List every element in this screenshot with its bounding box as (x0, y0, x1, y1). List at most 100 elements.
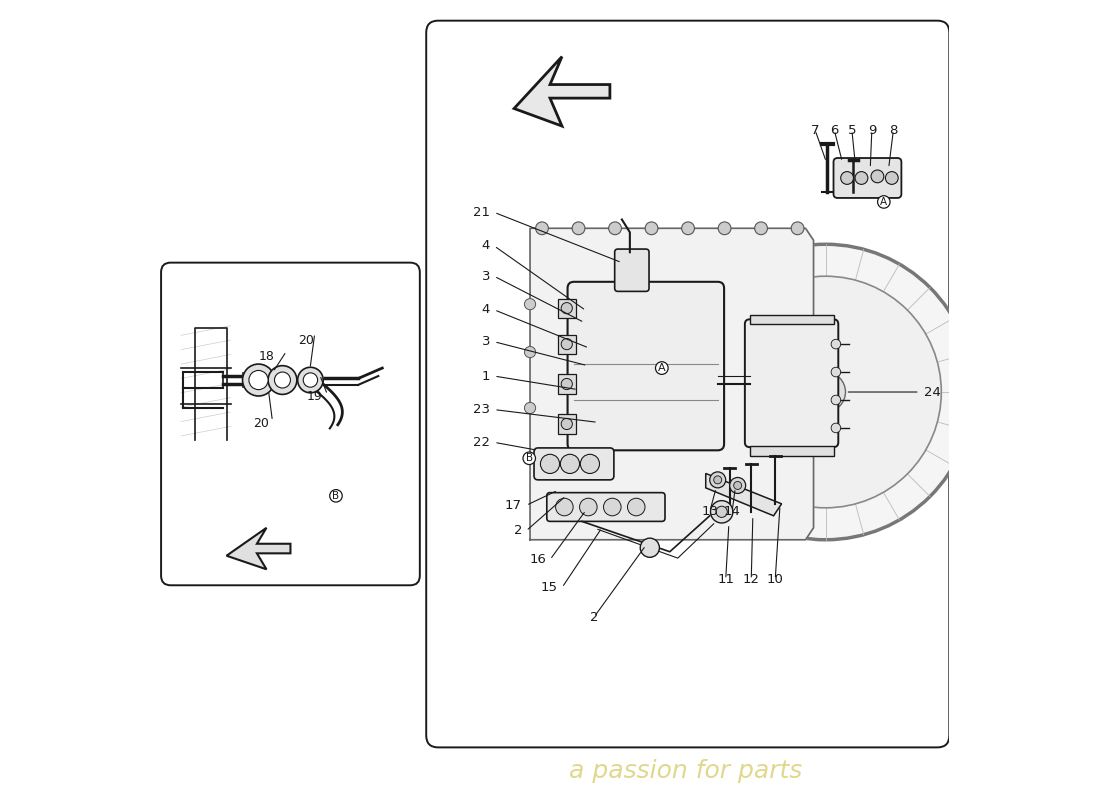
Text: 17: 17 (505, 499, 522, 512)
Circle shape (710, 276, 942, 508)
Text: 2: 2 (514, 525, 522, 538)
Bar (558, 334, 575, 354)
Circle shape (540, 454, 560, 474)
Circle shape (855, 171, 868, 184)
Circle shape (572, 222, 585, 234)
Text: 16: 16 (529, 554, 546, 566)
Text: 20: 20 (298, 334, 315, 346)
Text: 13: 13 (701, 506, 718, 518)
FancyBboxPatch shape (547, 493, 666, 522)
Circle shape (716, 506, 727, 518)
Circle shape (608, 222, 622, 234)
Circle shape (560, 454, 580, 474)
Circle shape (645, 222, 658, 234)
Circle shape (805, 372, 846, 412)
Text: 3: 3 (482, 335, 491, 348)
Text: 4: 4 (482, 239, 491, 252)
Circle shape (729, 478, 746, 494)
Circle shape (556, 498, 573, 516)
Circle shape (886, 171, 899, 184)
Circle shape (604, 498, 622, 516)
Text: 15: 15 (541, 581, 558, 594)
Text: 9: 9 (868, 123, 876, 137)
Polygon shape (530, 228, 814, 540)
Circle shape (561, 378, 572, 390)
Polygon shape (706, 474, 782, 516)
Circle shape (678, 244, 974, 540)
Circle shape (580, 498, 597, 516)
Text: 2: 2 (590, 610, 598, 624)
Circle shape (627, 498, 645, 516)
FancyBboxPatch shape (534, 448, 614, 480)
Text: 19: 19 (307, 390, 322, 402)
FancyBboxPatch shape (615, 249, 649, 291)
Text: 6: 6 (830, 123, 838, 137)
Text: A: A (658, 363, 666, 373)
Circle shape (710, 472, 726, 488)
Polygon shape (227, 528, 290, 570)
Text: 1: 1 (482, 370, 491, 382)
Text: a passion for parts: a passion for parts (548, 438, 807, 466)
Bar (558, 414, 575, 434)
Circle shape (242, 364, 275, 396)
Text: 8: 8 (889, 123, 898, 137)
Circle shape (832, 339, 840, 349)
Circle shape (561, 418, 572, 430)
Circle shape (714, 476, 722, 484)
Circle shape (755, 222, 768, 234)
Text: 18: 18 (258, 350, 274, 362)
Circle shape (832, 423, 840, 433)
Circle shape (640, 538, 659, 558)
Circle shape (840, 171, 854, 184)
Text: A: A (880, 197, 888, 207)
Circle shape (832, 395, 840, 405)
Text: 7: 7 (811, 123, 819, 137)
Text: 1985: 1985 (820, 421, 927, 459)
Text: 22: 22 (473, 436, 491, 449)
Polygon shape (750, 314, 834, 324)
Text: 4: 4 (482, 303, 491, 316)
Bar (558, 298, 575, 318)
Circle shape (268, 366, 297, 394)
Text: 10: 10 (767, 573, 783, 586)
Circle shape (561, 302, 572, 314)
Circle shape (832, 367, 840, 377)
Text: B: B (526, 454, 532, 463)
Text: 21: 21 (473, 206, 491, 219)
Text: 3: 3 (482, 270, 491, 282)
Text: 11: 11 (717, 573, 734, 586)
Circle shape (525, 402, 536, 414)
Text: a passion for parts: a passion for parts (569, 759, 802, 783)
Circle shape (525, 346, 536, 358)
Circle shape (561, 338, 572, 350)
Text: 20: 20 (253, 418, 268, 430)
FancyBboxPatch shape (426, 21, 949, 747)
Circle shape (298, 367, 323, 393)
Circle shape (682, 222, 694, 234)
Text: B: B (332, 491, 340, 501)
Polygon shape (514, 57, 609, 126)
Text: 12: 12 (742, 573, 760, 586)
Circle shape (525, 298, 536, 310)
Circle shape (791, 222, 804, 234)
FancyBboxPatch shape (161, 262, 420, 586)
Circle shape (581, 454, 600, 474)
Text: 5: 5 (848, 123, 856, 137)
Circle shape (304, 373, 318, 387)
FancyBboxPatch shape (745, 319, 838, 447)
Circle shape (718, 222, 730, 234)
FancyBboxPatch shape (834, 158, 901, 198)
Text: 14: 14 (724, 506, 740, 518)
Polygon shape (750, 446, 834, 456)
Circle shape (249, 370, 268, 390)
Text: eurospares: eurospares (484, 354, 871, 414)
Circle shape (275, 372, 290, 388)
Circle shape (734, 482, 741, 490)
FancyBboxPatch shape (568, 282, 724, 450)
Bar (558, 374, 575, 394)
Text: 23: 23 (473, 403, 491, 416)
Circle shape (871, 170, 883, 182)
Circle shape (711, 501, 733, 523)
Text: 24: 24 (924, 386, 940, 398)
Circle shape (536, 222, 549, 234)
